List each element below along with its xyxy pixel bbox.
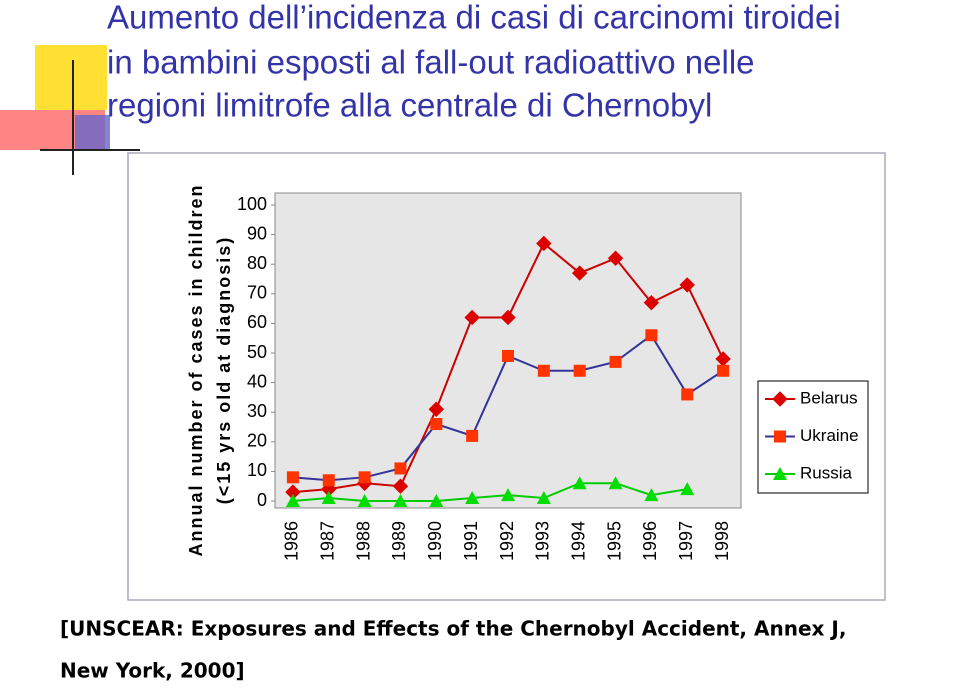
data-point [573, 364, 586, 377]
x-tick-label: 1993 [533, 521, 553, 561]
y-tick-label: 20 [247, 431, 267, 451]
deco-yellow [35, 45, 107, 110]
data-point [285, 494, 300, 507]
legend-marker [772, 391, 788, 407]
data-point [500, 309, 516, 326]
title-line: regioni limitrofe alla centrale di Chern… [107, 87, 712, 124]
data-point [645, 329, 658, 342]
legend-marker [774, 430, 786, 443]
data-point [466, 429, 479, 442]
legend-label: Russia [800, 463, 853, 482]
data-point [321, 491, 336, 505]
series-line [292, 482, 688, 502]
source-line: [UNSCEAR: Exposures and Effects of the C… [60, 617, 846, 641]
x-tick-label: 1998 [712, 521, 732, 561]
data-point [464, 309, 480, 326]
x-tick-label: 1987 [318, 521, 338, 561]
y-tick-label: 100 [237, 194, 267, 214]
data-point [607, 250, 624, 266]
x-tick-label: 1990 [425, 521, 445, 561]
x-tick-label: 1994 [568, 521, 588, 561]
y-tick-label: 60 [247, 312, 267, 332]
data-point [394, 462, 407, 475]
legend-label: Ukraine [800, 426, 859, 445]
data-point [572, 476, 587, 490]
y-axis-title: (<15 yrs old at diagnosis) [214, 236, 234, 505]
y-tick-label: 80 [247, 253, 267, 273]
data-point [501, 488, 515, 502]
data-point [644, 488, 659, 502]
data-point [465, 491, 480, 505]
data-point [536, 491, 551, 505]
deco-blue [75, 115, 110, 150]
data-point [393, 494, 408, 507]
data-point [428, 401, 445, 417]
data-point [571, 265, 588, 281]
title-line: in bambini esposti al fall-out radioatti… [107, 44, 755, 81]
data-point [502, 349, 514, 362]
y-tick-label: 90 [247, 223, 267, 243]
data-point [286, 471, 299, 484]
source-line: New York, 2000] [60, 659, 245, 683]
data-point [358, 471, 371, 484]
x-tick-label: 1986 [282, 521, 302, 561]
data-point [680, 482, 695, 496]
x-tick-label: 1989 [389, 521, 409, 561]
y-tick-label: 10 [247, 460, 267, 480]
y-axis-title: Annual number of cases in children [186, 183, 206, 556]
data-point [430, 418, 443, 431]
x-tick-label: 1997 [676, 521, 696, 561]
data-point [717, 364, 730, 377]
x-tick-label: 1995 [604, 521, 624, 561]
data-point [609, 355, 622, 368]
x-tick-label: 1992 [497, 521, 517, 561]
y-tick-label: 30 [247, 401, 267, 421]
y-tick-label: 70 [247, 283, 267, 303]
data-point [392, 478, 409, 494]
data-point [536, 235, 552, 252]
data-point [537, 364, 550, 377]
legend-marker [773, 467, 787, 480]
data-point [679, 277, 695, 293]
data-point [681, 388, 694, 401]
data-point [357, 494, 372, 507]
legend-label: Belarus [800, 388, 858, 407]
y-tick-label: 0 [257, 490, 267, 510]
title-line: Aumento dell’incidenza di casi di carcin… [107, 0, 841, 36]
data-point [322, 474, 335, 487]
x-tick-label: 1988 [353, 521, 373, 561]
data-point [429, 494, 444, 507]
y-tick-label: 40 [247, 371, 267, 391]
y-tick-label: 50 [247, 342, 267, 362]
data-point [643, 294, 660, 311]
data-point [608, 476, 623, 490]
x-tick-label: 1991 [461, 521, 481, 561]
x-tick-label: 1996 [640, 521, 660, 561]
